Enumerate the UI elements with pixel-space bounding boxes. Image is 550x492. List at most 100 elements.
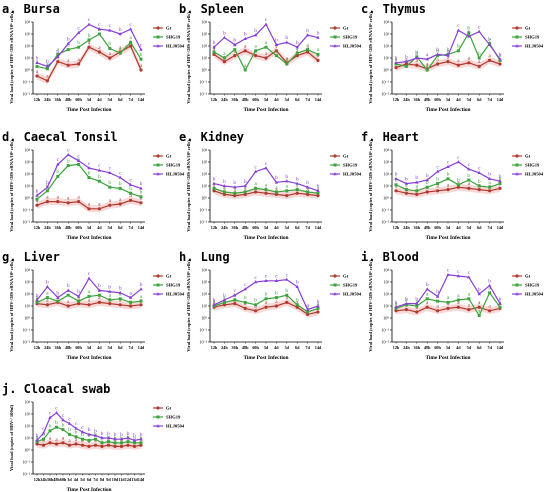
significance-label: b bbox=[62, 422, 65, 428]
x-tick-label: 14d bbox=[138, 225, 145, 230]
data-point-hlj0504 bbox=[415, 180, 419, 184]
x-tick-label: 12h bbox=[34, 225, 41, 230]
significance-label: b bbox=[488, 36, 491, 42]
data-point-hlj0504 bbox=[425, 287, 429, 291]
significance-label: a bbox=[478, 300, 481, 306]
data-point-gt bbox=[467, 308, 471, 312]
data-point-shg19 bbox=[456, 183, 460, 187]
significance-label: a bbox=[88, 439, 91, 445]
data-point-hlj0504 bbox=[305, 33, 310, 37]
data-point-hlj0504 bbox=[56, 54, 60, 58]
significance-label: a bbox=[254, 44, 257, 50]
legend-label: SHG19 bbox=[166, 283, 181, 288]
significance-label: b bbox=[140, 181, 143, 187]
data-point-shg19 bbox=[467, 31, 471, 35]
significance-label: b bbox=[108, 41, 111, 47]
y-tick-label: 10⁴ bbox=[24, 19, 30, 24]
y-tick-label: 10⁻² bbox=[199, 91, 207, 96]
significance-label: b bbox=[88, 427, 91, 433]
data-point-hlj0504 bbox=[285, 179, 289, 183]
x-tick-label: 14d bbox=[315, 345, 322, 350]
data-point-hlj0504 bbox=[394, 176, 398, 180]
data-point-shg19 bbox=[233, 48, 237, 52]
data-point-shg19 bbox=[285, 62, 289, 66]
data-point-shg19 bbox=[108, 185, 112, 189]
data-point-gt bbox=[129, 44, 133, 48]
legend-marker bbox=[156, 35, 160, 39]
data-point-hlj0504 bbox=[108, 170, 112, 174]
data-point-gt bbox=[118, 202, 122, 206]
x-tick-label: 14d bbox=[497, 225, 504, 230]
data-point-shg19 bbox=[139, 57, 143, 61]
data-point-hlj0504 bbox=[76, 294, 81, 298]
data-point-shg19 bbox=[467, 297, 471, 301]
significance-label: a bbox=[296, 48, 299, 54]
data-point-shg19 bbox=[404, 188, 408, 192]
x-tick-label: 5d bbox=[285, 225, 290, 230]
data-point-gt bbox=[54, 442, 59, 446]
data-point-shg19 bbox=[77, 299, 81, 303]
data-point-gt bbox=[66, 304, 70, 308]
x-tick-label: 6d bbox=[295, 97, 300, 102]
significance-label: a bbox=[265, 300, 268, 306]
legend-marker bbox=[156, 44, 160, 48]
significance-label: a bbox=[468, 56, 471, 62]
y-tick-label: 10¹ bbox=[25, 435, 31, 440]
x-tick-label: 5d bbox=[467, 97, 472, 102]
data-point-hlj0504 bbox=[35, 438, 39, 442]
data-point-gt bbox=[488, 189, 492, 193]
significance-label: a bbox=[223, 295, 226, 301]
significance-label: b bbox=[254, 28, 257, 34]
data-point-hlj0504 bbox=[45, 64, 50, 68]
x-tick-label: 3d bbox=[87, 97, 92, 102]
x-axis-title: Time Post Infection bbox=[425, 355, 470, 361]
data-point-gt bbox=[436, 62, 440, 66]
x-axis-title: Time Post Infection bbox=[425, 235, 470, 241]
significance-label: a bbox=[254, 181, 257, 187]
y-axis-title: Viral load (copies of HBV-/28S rRNA/10⁶ … bbox=[9, 260, 14, 352]
data-point-shg19 bbox=[87, 38, 91, 42]
legend-marker bbox=[515, 26, 519, 30]
y-tick-label: 10² bbox=[25, 291, 31, 296]
significance-label: a bbox=[395, 57, 398, 63]
x-axis-title: Time Post Infection bbox=[66, 487, 111, 492]
data-point-hlj0504 bbox=[87, 432, 91, 436]
x-axis-title: Time Post Infection bbox=[243, 107, 288, 113]
data-point-gt bbox=[243, 192, 247, 196]
data-point-hlj0504 bbox=[132, 438, 137, 442]
data-point-hlj0504 bbox=[243, 36, 247, 40]
data-point-hlj0504 bbox=[446, 164, 450, 168]
x-axis-title: Time Post Infection bbox=[243, 235, 288, 241]
y-tick-label: 10⁰ bbox=[383, 195, 389, 200]
data-point-gt bbox=[67, 443, 72, 447]
significance-label: a bbox=[306, 305, 309, 311]
significance-label: c bbox=[98, 22, 101, 28]
legend-marker bbox=[333, 292, 337, 296]
significance-label: a bbox=[286, 57, 289, 63]
data-point-hlj0504 bbox=[128, 182, 133, 186]
data-point-hlj0504 bbox=[394, 60, 398, 64]
y-tick-label: 10⁴ bbox=[383, 19, 389, 24]
data-point-hlj0504 bbox=[128, 295, 133, 299]
data-point-hlj0504 bbox=[87, 166, 91, 170]
data-point-shg19 bbox=[404, 64, 408, 68]
significance-label: b bbox=[88, 33, 91, 39]
x-tick-label: 60h bbox=[60, 477, 67, 482]
x-tick-label: 24h bbox=[221, 225, 228, 230]
significance-label: b bbox=[296, 298, 299, 304]
data-point-shg19 bbox=[66, 164, 70, 168]
data-point-shg19 bbox=[68, 432, 71, 436]
legend-label: SHG19 bbox=[166, 163, 181, 168]
data-point-gt bbox=[56, 60, 60, 64]
significance-label: a bbox=[223, 51, 226, 57]
data-point-hlj0504 bbox=[285, 40, 289, 44]
y-tick-label: 10¹ bbox=[384, 55, 390, 60]
significance-label: b bbox=[119, 286, 122, 292]
significance-label: b bbox=[77, 289, 80, 295]
data-point-shg19 bbox=[316, 191, 320, 195]
significance-label: c bbox=[244, 282, 247, 288]
significance-label: a bbox=[119, 45, 122, 51]
data-point-gt bbox=[129, 304, 133, 308]
significance-label: b bbox=[395, 300, 398, 306]
data-point-gt bbox=[80, 443, 85, 447]
